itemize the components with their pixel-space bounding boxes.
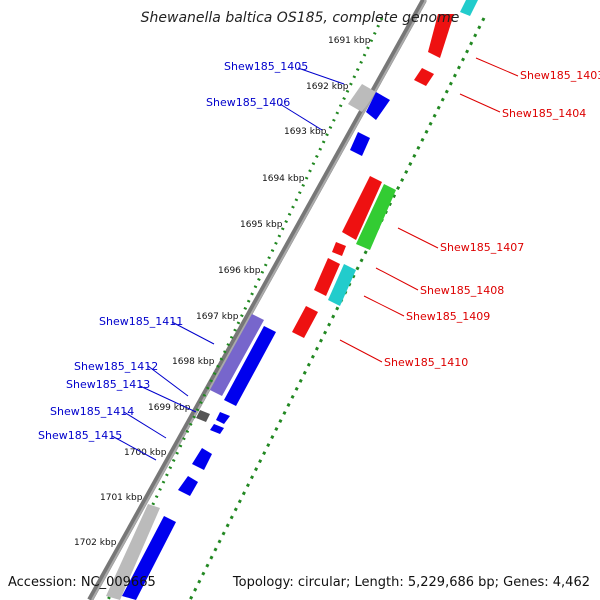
gene-label: Shew185_1410 <box>384 356 468 369</box>
kbp-tick-label: 1697 kbp <box>196 312 239 322</box>
right-gene-labels: Shew185_1403 Shew185_1404 Shew185_1407 S… <box>384 69 600 369</box>
leader-line <box>297 67 345 85</box>
gene-block-red-1403 <box>414 68 434 86</box>
left-leader-lines <box>111 67 345 461</box>
leader-line <box>279 103 323 131</box>
gene-label: Shew185_1415 <box>38 429 122 442</box>
gene-block-grey-1405 <box>348 84 376 112</box>
kbp-tick-label: 1698 kbp <box>172 357 215 367</box>
accession-text: Accession: NC_009665 <box>8 575 156 590</box>
gene-label: Shew185_1403 <box>520 69 600 82</box>
gene-block-red-top <box>428 14 454 58</box>
leader-line <box>123 411 167 439</box>
gene-block-red-1408a <box>332 242 346 256</box>
kbp-tick-label: 1701 kbp <box>100 493 143 503</box>
gene-label: Shew185_1408 <box>420 284 504 297</box>
gene-label: Shew185_1412 <box>74 360 158 373</box>
leader-line <box>111 435 157 461</box>
leader-line <box>397 227 439 249</box>
gene-block-grey-lower <box>106 504 160 600</box>
leader-line <box>147 365 189 397</box>
gene-block-purple-1411 <box>210 314 264 396</box>
gene-label: Shew185_1411 <box>99 315 183 328</box>
map-title: Shewanella baltica OS185, complete genom… <box>141 10 460 26</box>
gene-label: Shew185_1409 <box>406 310 490 323</box>
gene-blocks <box>106 0 478 600</box>
gene-label: Shew185_1414 <box>50 405 134 418</box>
topology-text: Topology: circular; Length: 5,229,686 bp… <box>232 575 590 590</box>
genome-backbone-highlight <box>91 0 427 600</box>
gene-block-blue-1413 <box>216 412 230 424</box>
kbp-tick-label: 1695 kbp <box>240 220 283 230</box>
leader-line <box>339 339 383 363</box>
kbp-tick-label: 1699 kbp <box>148 403 191 413</box>
kbp-tick-label: 1700 kbp <box>124 448 167 458</box>
left-gene-labels: Shew185_1405 Shew185_1406 Shew185_1411 S… <box>38 60 308 442</box>
inner-tick-track <box>106 17 384 600</box>
gene-block-darkgrey-1413 <box>196 410 210 422</box>
gene-block-blue-1414 <box>210 424 224 434</box>
leader-line <box>363 295 405 317</box>
kbp-tick-label: 1702 kbp <box>74 538 117 548</box>
leader-line <box>171 321 215 345</box>
leader-line <box>139 385 197 413</box>
leader-line <box>459 93 501 113</box>
gene-block-blue-1406 <box>366 92 390 120</box>
gene-block-blue-lower-long <box>122 516 176 600</box>
kbp-tick-label: 1692 kbp <box>306 82 349 92</box>
outer-tick-track <box>188 17 486 600</box>
leader-line <box>375 267 419 291</box>
genome-backbone <box>87 0 427 600</box>
gene-label: Shew185_1407 <box>440 241 524 254</box>
kbp-tick-label: 1694 kbp <box>262 174 305 184</box>
gene-block-blue-1415 <box>192 448 212 470</box>
gene-block-red-1410 <box>292 306 318 338</box>
right-leader-lines <box>339 57 519 363</box>
kbp-ticks: 1691 kbp 1692 kbp 1693 kbp 1694 kbp 1695… <box>74 36 371 548</box>
gene-block-cyan-1409 <box>328 264 356 306</box>
gene-block-red-1407 <box>342 176 382 240</box>
gene-block-cyan-top <box>460 0 478 16</box>
kbp-tick-label: 1696 kbp <box>218 266 261 276</box>
gene-label: Shew185_1404 <box>502 107 586 120</box>
gene-block-blue-lower <box>178 476 198 496</box>
gene-label: Shew185_1406 <box>206 96 290 109</box>
gene-label: Shew185_1405 <box>224 60 308 73</box>
gene-label: Shew185_1413 <box>66 378 150 391</box>
kbp-tick-label: 1693 kbp <box>284 127 327 137</box>
gene-block-blue-small <box>350 132 370 156</box>
kbp-tick-label: 1691 kbp <box>328 36 371 46</box>
gene-block-blue-1411 <box>224 326 276 406</box>
gene-block-red-1408b <box>314 258 340 296</box>
gene-block-green-1407 <box>356 184 396 250</box>
leader-line <box>475 57 519 77</box>
